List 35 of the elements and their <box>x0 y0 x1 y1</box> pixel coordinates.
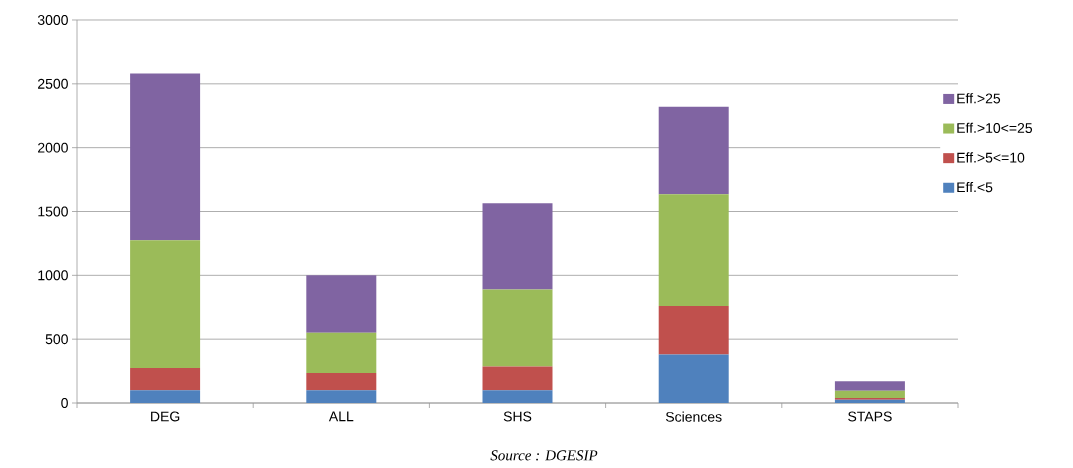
bar <box>306 373 377 391</box>
legend-label: Eff.>25 <box>957 93 1001 104</box>
x-tick-label: STAPS <box>848 411 892 422</box>
bar <box>658 354 729 403</box>
y-tick-label: 0 <box>61 398 68 408</box>
bar <box>130 240 201 368</box>
bar <box>482 366 553 391</box>
y-tick-label: 2000 <box>38 142 68 153</box>
bar <box>130 367 201 391</box>
y-tick-label: 500 <box>45 334 68 345</box>
legend-label: Eff.<5 <box>957 181 993 193</box>
y-tick-label: 3000 <box>37 15 68 25</box>
y-tick-label: 1000 <box>38 270 68 281</box>
y-tick-label: 2500 <box>38 78 68 89</box>
bar <box>482 203 553 290</box>
x-tick-label: ALL <box>328 411 354 422</box>
y-tick-label: 1500 <box>38 206 68 217</box>
bar <box>130 73 201 241</box>
bar <box>306 332 377 373</box>
bar <box>834 381 905 391</box>
bar <box>658 305 729 355</box>
bar <box>306 390 377 403</box>
x-tick-label: Sciences <box>665 411 722 422</box>
x-tick-label: SHS <box>503 411 532 422</box>
bar <box>482 390 553 403</box>
bar <box>306 275 377 333</box>
bar <box>658 194 729 306</box>
bar <box>482 289 553 367</box>
legend-label: Eff.>10<=25 <box>957 122 1033 133</box>
source-note: Source : DGESIP <box>490 450 598 461</box>
bar <box>834 390 905 398</box>
bar <box>130 390 201 403</box>
x-tick-label: DEG <box>151 411 180 422</box>
legend-label: Eff.>5<=10 <box>957 152 1025 163</box>
bar <box>658 106 729 195</box>
